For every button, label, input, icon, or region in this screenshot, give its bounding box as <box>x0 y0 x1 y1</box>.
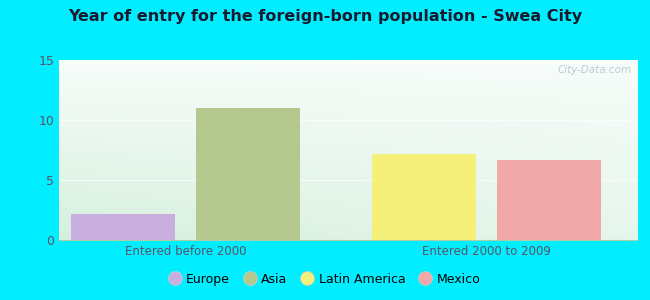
Bar <box>372 154 476 240</box>
Legend: Europe, Asia, Latin America, Mexico: Europe, Asia, Latin America, Mexico <box>164 268 486 291</box>
Bar <box>72 214 176 240</box>
Text: City-Data.com: City-Data.com <box>557 65 631 75</box>
Text: Year of entry for the foreign-born population - Swea City: Year of entry for the foreign-born popul… <box>68 9 582 24</box>
Bar <box>497 160 601 240</box>
Bar <box>196 108 300 240</box>
